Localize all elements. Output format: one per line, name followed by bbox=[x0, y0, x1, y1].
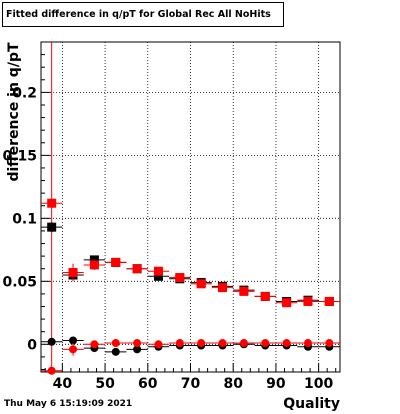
data-point bbox=[111, 257, 121, 267]
data-point bbox=[69, 336, 78, 345]
data-point bbox=[325, 339, 334, 348]
data-point bbox=[303, 296, 313, 306]
data-point bbox=[132, 264, 142, 274]
data-point bbox=[89, 260, 99, 270]
data-point bbox=[218, 339, 227, 348]
x-tick-label: 50 bbox=[95, 376, 115, 392]
data-point bbox=[196, 279, 206, 289]
data-point bbox=[133, 339, 142, 348]
data-point bbox=[260, 291, 270, 301]
x-tick-label: 100 bbox=[304, 376, 333, 392]
data-point bbox=[47, 366, 56, 375]
data-point bbox=[239, 339, 248, 348]
data-point bbox=[69, 345, 78, 354]
data-point bbox=[47, 222, 57, 232]
x-axis-label: Quality bbox=[283, 396, 340, 412]
y-tick-label: 0 bbox=[27, 337, 37, 353]
data-point bbox=[261, 339, 270, 348]
series-1 bbox=[41, 198, 340, 308]
x-tick-label: 70 bbox=[181, 376, 201, 392]
data-point bbox=[90, 340, 99, 349]
data-point bbox=[111, 347, 120, 356]
data-point bbox=[153, 266, 163, 276]
data-point bbox=[111, 339, 120, 348]
data-point bbox=[47, 198, 57, 208]
x-tick-label: 80 bbox=[223, 376, 243, 392]
data-point bbox=[47, 337, 56, 346]
x-tick-label: 90 bbox=[266, 376, 286, 392]
data-point bbox=[218, 283, 228, 293]
data-point bbox=[133, 345, 142, 354]
grid-lines bbox=[41, 42, 340, 372]
series-3 bbox=[41, 339, 340, 375]
y-axis-label-box: difference in q/pT bbox=[3, 42, 25, 182]
y-axis-label: difference in q/pT bbox=[6, 42, 22, 182]
data-point bbox=[239, 286, 249, 296]
timestamp: Thu May 6 15:19:09 2021 bbox=[4, 399, 133, 409]
y-tick-label: 0.05 bbox=[2, 274, 37, 290]
data-point bbox=[68, 267, 78, 277]
data-point bbox=[303, 339, 312, 348]
data-point bbox=[197, 339, 206, 348]
y-tick-label: 0.2 bbox=[12, 85, 37, 101]
axis-ticks: 40 50 60 70 80 90 100 0 0.05 0.1 0.15 0.2 bbox=[2, 41, 337, 392]
data-point bbox=[324, 296, 334, 306]
data-series bbox=[41, 42, 340, 375]
data-point bbox=[153, 271, 163, 281]
data-point bbox=[282, 298, 292, 308]
x-tick-label: 60 bbox=[138, 376, 158, 392]
y-tick-label: 0.1 bbox=[12, 211, 37, 227]
x-tick-label: 40 bbox=[53, 376, 73, 392]
data-point bbox=[282, 339, 291, 348]
data-point bbox=[154, 340, 163, 349]
data-point bbox=[175, 273, 185, 283]
chart-title: Fitted difference in q/pT for Global Rec… bbox=[2, 2, 284, 27]
y-tick-label: 0.15 bbox=[2, 148, 37, 164]
data-point bbox=[175, 339, 184, 348]
